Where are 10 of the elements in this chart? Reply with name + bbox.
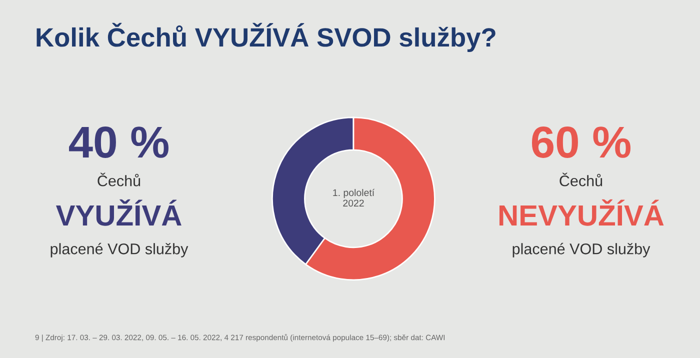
slice-label: VYUŽÍVÁ bbox=[56, 199, 182, 226]
chart-title: Kolik Čechů VYUŽÍVÁ SVOD služby? bbox=[36, 22, 496, 52]
text: placené VOD služby bbox=[50, 242, 188, 258]
text: Čechů bbox=[560, 172, 602, 186]
text: Čechů bbox=[98, 172, 140, 186]
slice-label: NEVYUŽÍVÁ bbox=[499, 199, 664, 226]
text: placené VOD služby bbox=[512, 242, 650, 258]
text: 1. pololetí 2022 bbox=[333, 188, 375, 207]
data-label: 40 % bbox=[69, 126, 168, 158]
data-label: 60 % bbox=[532, 126, 630, 158]
